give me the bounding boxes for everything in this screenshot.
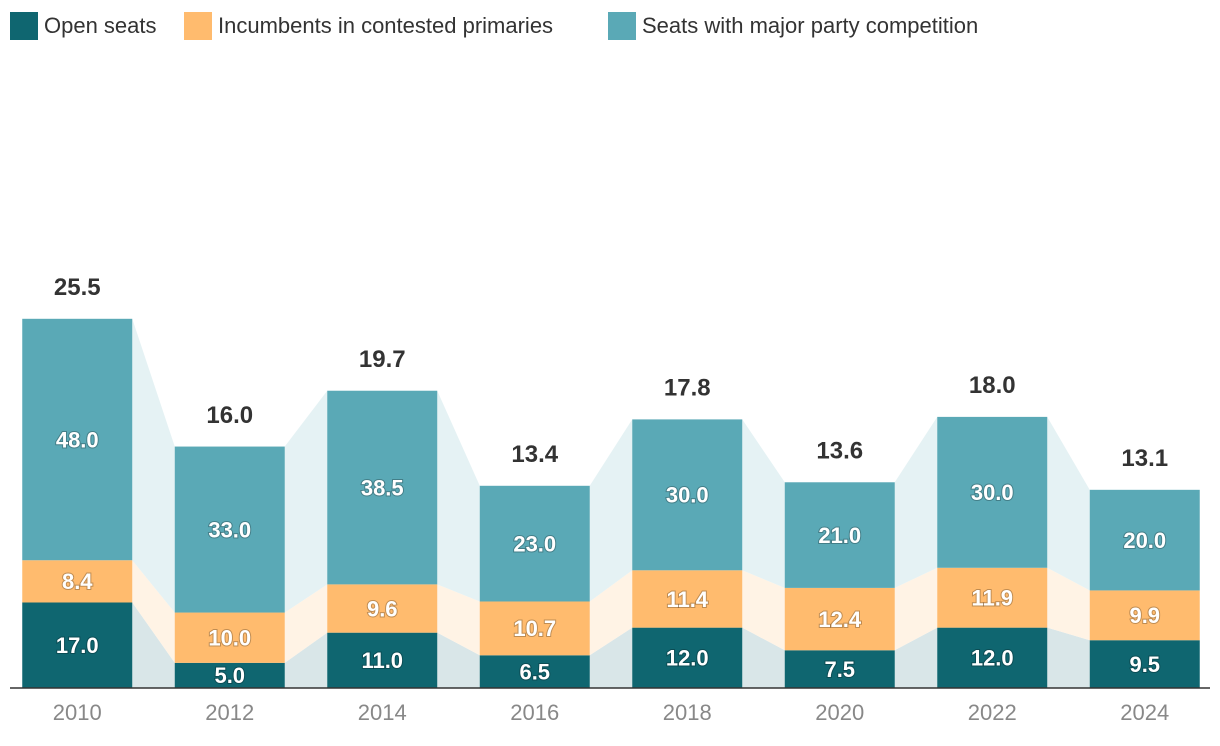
- bar-segment: [937, 416, 1048, 568]
- legend-label: Seats with major party competition: [642, 13, 978, 38]
- segment-label: 12.4: [818, 607, 862, 632]
- segment-label: 11.9: [971, 586, 1013, 611]
- connector-band: [1047, 627, 1090, 688]
- connector-band: [742, 419, 785, 588]
- segment-label: 21.0: [818, 523, 861, 548]
- bar-segment: [784, 650, 895, 688]
- total-label: 17.8: [664, 375, 711, 402]
- legend-swatch: [608, 12, 636, 40]
- total-label: 25.5: [54, 274, 101, 301]
- segment-label: 33.0: [208, 517, 251, 542]
- total-label: 13.1: [1121, 445, 1168, 472]
- bar-segment: [22, 560, 133, 603]
- connector-band: [742, 627, 785, 688]
- connector-band: [132, 602, 175, 688]
- total-label: 18.0: [969, 372, 1016, 399]
- segment-label: 23.0: [513, 531, 556, 556]
- connector-band: [132, 318, 175, 613]
- connector-band: [437, 584, 480, 656]
- x-tick-label: 2016: [510, 700, 559, 725]
- connector-band: [589, 570, 633, 656]
- segment-label: 5.0: [214, 663, 245, 688]
- x-tick-label: 2024: [1120, 700, 1169, 725]
- segment-label: 10.0: [208, 626, 251, 651]
- bar-segment: [327, 584, 438, 633]
- bar-segment: [1089, 590, 1200, 641]
- total-label: 13.6: [816, 438, 863, 465]
- bar-segment: [479, 485, 590, 602]
- legend-label: Incumbents in contested primaries: [218, 13, 553, 38]
- legend-label: Open seats: [44, 13, 157, 38]
- segment-label: 20.0: [1123, 528, 1166, 553]
- bar-segment: [632, 627, 743, 688]
- segment-label: 9.5: [1129, 652, 1160, 677]
- bar-segment: [937, 567, 1048, 628]
- bar-segment: [1089, 640, 1200, 688]
- segment-label: 12.0: [971, 646, 1014, 671]
- segment-label: 30.0: [971, 480, 1014, 505]
- connector-band: [284, 632, 328, 688]
- connector-band: [1047, 567, 1090, 641]
- total-label: 13.4: [511, 441, 558, 468]
- legend-swatch: [10, 12, 38, 40]
- segment-label: 11.4: [666, 587, 708, 612]
- bar-segment: [784, 482, 895, 588]
- x-tick-label: 2010: [53, 700, 102, 725]
- bar-segment: [22, 602, 133, 688]
- x-tick-label: 2018: [663, 700, 712, 725]
- bar-segment: [937, 627, 1048, 688]
- segment-label: 6.5: [519, 659, 550, 684]
- connector-band: [589, 627, 633, 688]
- connector-band: [894, 567, 938, 651]
- connector-band: [132, 560, 175, 663]
- bar-segment: [784, 587, 895, 651]
- connector-band: [589, 419, 633, 602]
- x-tick-label: 2022: [968, 700, 1017, 725]
- connector-band: [437, 390, 480, 602]
- x-tick-label: 2020: [815, 700, 864, 725]
- bar-segment: [1089, 489, 1200, 591]
- connector-band: [284, 584, 328, 663]
- x-tick-label: 2012: [205, 700, 254, 725]
- segment-label: 30.0: [666, 483, 709, 508]
- segment-label: 38.5: [361, 475, 404, 500]
- legend-swatch: [184, 12, 212, 40]
- connector-band: [1047, 416, 1090, 591]
- bar-segment: [327, 632, 438, 688]
- connector-band: [742, 570, 785, 651]
- segment-label: 48.0: [56, 427, 99, 452]
- connector-band: [284, 390, 328, 613]
- segment-label: 9.9: [1129, 603, 1160, 628]
- segment-label: 9.6: [367, 596, 398, 621]
- connector-band: [894, 416, 938, 588]
- connector-band: [437, 632, 480, 688]
- bar-segment: [174, 612, 285, 663]
- segment-label: 8.4: [62, 569, 93, 594]
- bar-segment: [174, 662, 285, 688]
- bar-segment: [174, 446, 285, 613]
- bar-segment: [479, 601, 590, 656]
- connector-bands: [132, 318, 1090, 688]
- segment-label: 11.0: [361, 648, 403, 673]
- segment-label: 10.7: [513, 616, 556, 641]
- connector-band: [894, 627, 938, 688]
- bar-segment: [327, 390, 438, 585]
- bar-segment: [632, 419, 743, 571]
- segment-label: 12.0: [666, 646, 709, 671]
- bar-segment: [22, 318, 133, 561]
- x-tick-label: 2014: [358, 700, 407, 725]
- total-label: 16.0: [206, 402, 253, 429]
- segment-label: 7.5: [824, 657, 855, 682]
- segment-label: 17.0: [56, 633, 99, 658]
- bar-segment: [632, 570, 743, 628]
- total-label: 19.7: [359, 346, 406, 373]
- bar-segment: [479, 655, 590, 688]
